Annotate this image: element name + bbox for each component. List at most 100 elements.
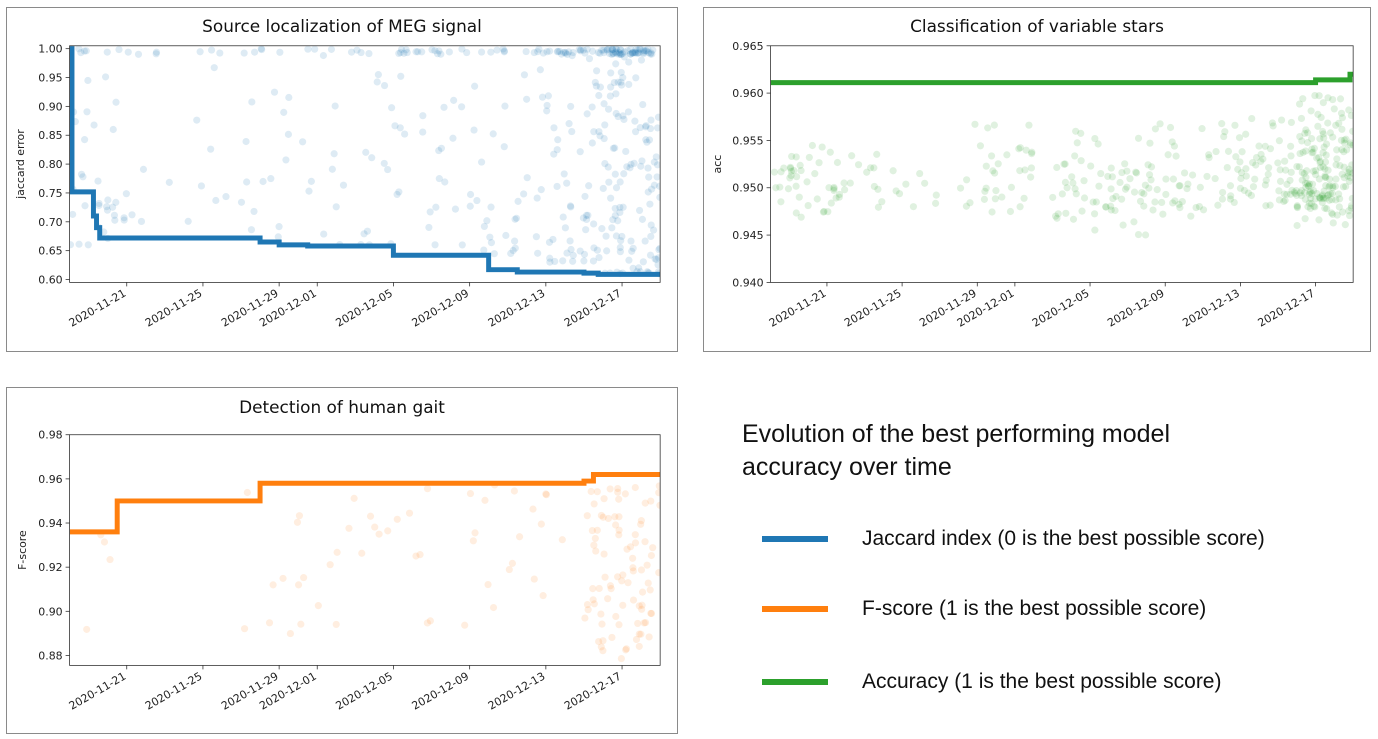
trial-point — [1072, 127, 1080, 135]
trial-point — [1257, 150, 1265, 159]
legend-item-accuracy: Accuracy (1 is the best possible score) — [762, 668, 1362, 698]
trial-point — [1168, 138, 1176, 146]
trial-point — [1104, 172, 1112, 180]
trial-point — [1171, 197, 1179, 205]
trial-point — [331, 102, 339, 110]
trial-point — [636, 45, 644, 53]
trial-point — [629, 49, 637, 57]
trial-point — [1287, 152, 1295, 160]
trial-point — [1199, 206, 1208, 214]
trial-point — [507, 249, 515, 258]
trial-point — [649, 544, 657, 552]
trial-point — [629, 264, 637, 272]
trial-point — [848, 152, 856, 160]
trial-point — [614, 112, 622, 121]
trial-point — [1297, 114, 1306, 123]
trial-point — [624, 47, 632, 55]
trial-point — [535, 45, 543, 53]
trial-point — [581, 192, 589, 200]
trial-point — [1287, 142, 1295, 150]
trial-point — [1095, 182, 1103, 190]
trial-point — [639, 258, 647, 266]
trial-point — [1291, 189, 1299, 198]
trial-point — [641, 499, 649, 507]
trial-point — [1307, 194, 1315, 202]
trial-point — [269, 581, 277, 589]
y-tick-label: 0.75 — [38, 187, 62, 200]
trial-point — [79, 173, 87, 181]
trial-points — [770, 92, 1354, 239]
trial-point — [777, 168, 785, 176]
trial-point — [1028, 148, 1036, 156]
trial-point — [1123, 167, 1131, 175]
trial-point — [617, 78, 625, 86]
trial-point — [1329, 133, 1337, 141]
trial-point — [645, 633, 653, 641]
trial-point — [423, 485, 432, 493]
trial-point — [1063, 184, 1071, 192]
trial-point — [544, 92, 552, 100]
trial-point — [1151, 125, 1159, 133]
trial-point — [1301, 129, 1309, 137]
trial-point — [1345, 165, 1353, 173]
trial-point — [992, 187, 1000, 195]
trial-point — [635, 642, 643, 650]
trial-point — [1126, 175, 1134, 183]
trial-point — [804, 201, 812, 210]
trial-point — [196, 48, 204, 56]
trial-point — [588, 139, 596, 147]
trial-point — [604, 105, 613, 113]
trial-point — [1342, 135, 1350, 143]
trial-point — [426, 617, 434, 625]
trial-point — [591, 78, 599, 87]
trial-point — [620, 115, 628, 124]
trial-point — [242, 137, 250, 146]
trial-point — [1340, 136, 1348, 144]
trial-point — [628, 49, 636, 57]
trial-point — [1337, 136, 1346, 144]
trial-point — [532, 233, 540, 241]
trial-point — [1236, 184, 1244, 192]
trial-point — [612, 90, 620, 98]
trial-point — [777, 198, 785, 206]
trial-point — [333, 548, 341, 556]
trial-point — [1301, 179, 1310, 187]
trial-point — [1226, 182, 1235, 190]
trial-point — [642, 47, 650, 55]
trial-point — [1237, 174, 1245, 183]
trial-point — [1242, 165, 1250, 173]
trial-point — [874, 185, 882, 193]
trial-point — [1345, 106, 1353, 114]
trial-point — [1107, 206, 1115, 214]
trial-point — [1302, 173, 1310, 181]
trial-point — [596, 49, 604, 57]
trial-point — [600, 100, 608, 108]
trial-point — [614, 484, 622, 493]
trial-point — [1187, 212, 1195, 220]
trial-point — [326, 561, 334, 569]
trial-point — [1028, 150, 1036, 158]
trial-point — [1330, 105, 1338, 113]
trial-point — [210, 64, 218, 72]
trial-point — [1313, 154, 1321, 162]
trial-point — [463, 48, 471, 57]
y-tick-label: 0.65 — [38, 245, 62, 258]
trial-point — [1238, 148, 1246, 156]
trial-point — [250, 207, 258, 215]
trial-point — [652, 153, 660, 161]
trial-point — [1311, 92, 1319, 100]
trial-point — [82, 47, 90, 55]
trial-point — [1006, 207, 1015, 216]
trial-point — [1218, 195, 1226, 203]
trial-point — [1296, 189, 1304, 197]
trial-point — [478, 48, 486, 56]
trial-point — [1293, 191, 1301, 199]
y-tick-label: 0.940 — [732, 276, 763, 289]
trial-point — [619, 203, 627, 211]
trial-point — [1176, 204, 1184, 212]
trial-point — [593, 67, 601, 75]
trial-point — [128, 211, 136, 219]
trial-point — [1298, 137, 1306, 145]
trial-point — [530, 575, 538, 583]
trial-point — [353, 46, 361, 54]
